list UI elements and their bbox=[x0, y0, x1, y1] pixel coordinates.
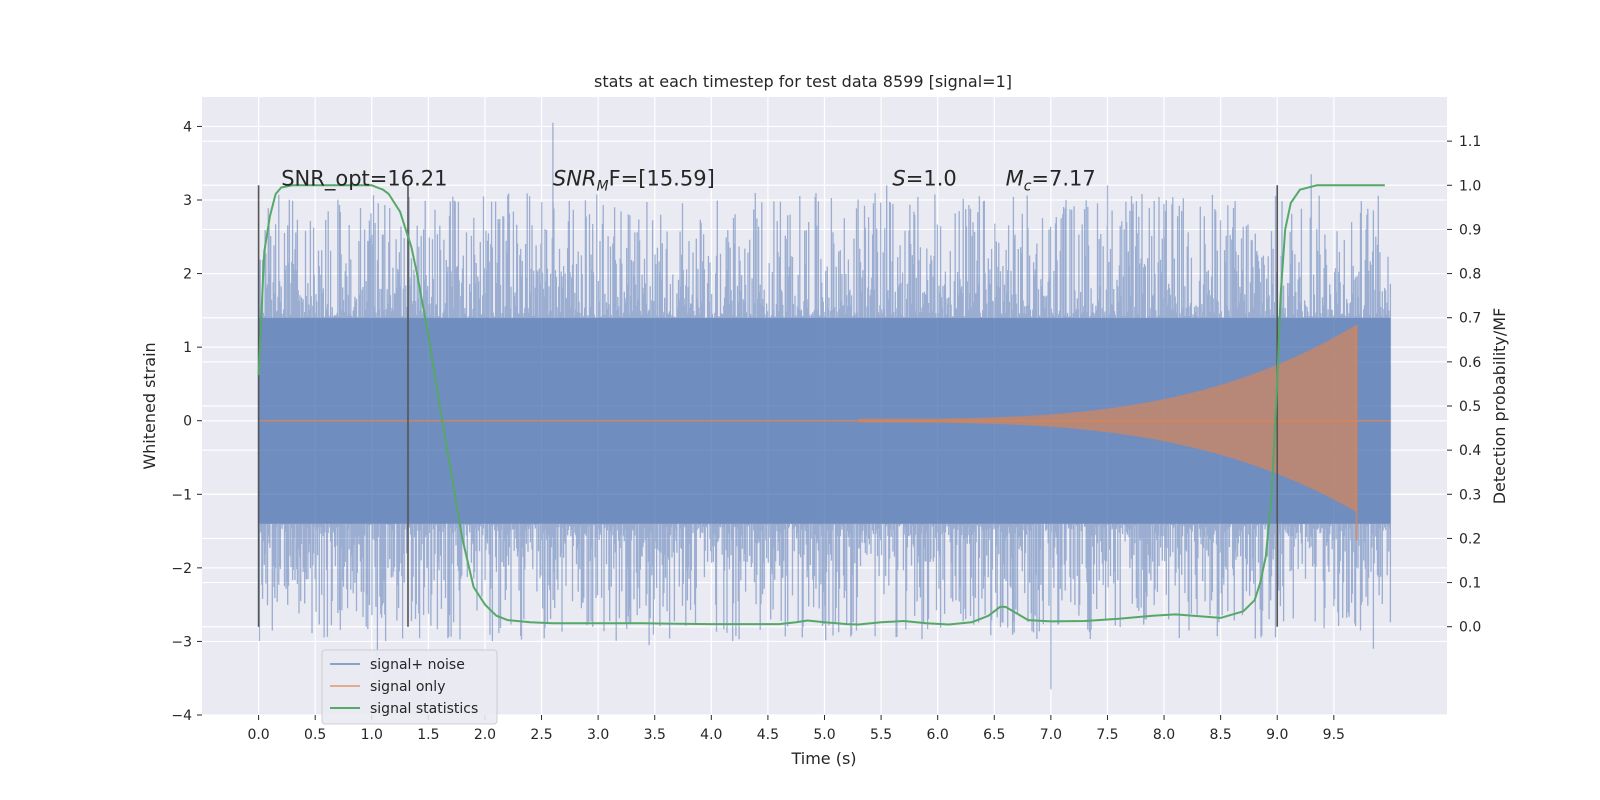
x-axis-label: Time (s) bbox=[790, 749, 856, 768]
series-signal-only bbox=[258, 324, 1391, 541]
y-tick-label: −1 bbox=[171, 487, 192, 503]
y2-tick-label: 0.6 bbox=[1459, 355, 1481, 371]
x-tick-label: 2.0 bbox=[474, 727, 496, 743]
y2-tick-label: 0.7 bbox=[1459, 311, 1481, 327]
y2-tick-label: 0.3 bbox=[1459, 487, 1481, 503]
x-tick-label: 5.0 bbox=[813, 727, 835, 743]
annotations: SNR_opt=16.21 SNRMF=[15.59] S=1.0 Mc=7.17 bbox=[281, 166, 1096, 194]
y-tick-label: 2 bbox=[183, 267, 192, 283]
legend: signal+ noise signal only signal statistic… bbox=[321, 649, 498, 725]
x-tick-label: 8.5 bbox=[1210, 727, 1232, 743]
x-tick-label: 4.0 bbox=[700, 727, 722, 743]
chart-title: stats at each timestep for test data 859… bbox=[594, 72, 1012, 91]
x-tick-label: 9.0 bbox=[1266, 727, 1288, 743]
series-signal-statistics bbox=[257, 184, 1385, 626]
x-tick-label: 0.0 bbox=[247, 727, 269, 743]
annotation: Mc=7.17 bbox=[1006, 166, 1096, 194]
x-tick-label: 7.0 bbox=[1040, 727, 1062, 743]
y2-tick-label: 1.1 bbox=[1459, 134, 1481, 150]
x-tick-label: 3.5 bbox=[644, 727, 666, 743]
x-tick-label: 4.5 bbox=[757, 727, 779, 743]
x-tick-label: 6.5 bbox=[983, 727, 1005, 743]
y-tick-label: −2 bbox=[171, 561, 192, 577]
annotation: S=1.0 bbox=[892, 166, 956, 190]
x-axis-ticks: 0.0 0.5 1.0 1.5 2.0 2.5 3.0 3.5 4.0 4.5 5.0 5.5 6.0 6… bbox=[247, 715, 1345, 743]
legend-label: signal statistics bbox=[370, 701, 478, 717]
y2-tick-label: 0.5 bbox=[1459, 399, 1481, 415]
x-tick-label: 3.0 bbox=[587, 727, 609, 743]
y-tick-label: 4 bbox=[183, 119, 192, 135]
y-tick-label: −4 bbox=[171, 708, 192, 724]
y2-tick-label: 0.4 bbox=[1459, 443, 1481, 459]
x-tick-label: 9.5 bbox=[1323, 727, 1345, 743]
legend-label: signal+ noise bbox=[370, 657, 465, 673]
y2-tick-label: 0.8 bbox=[1459, 267, 1481, 283]
x-tick-label: 6.0 bbox=[927, 727, 949, 743]
annotation: SNRMF=[15.59] bbox=[553, 166, 715, 194]
y-axis-ticks: −4 −3 −2 −1 0 1 2 3 4 bbox=[171, 119, 202, 724]
x-tick-label: 5.5 bbox=[870, 727, 892, 743]
x-tick-label: 0.5 bbox=[304, 727, 326, 743]
y2-tick-label: 1.0 bbox=[1459, 178, 1481, 194]
statistics-line bbox=[257, 184, 1385, 626]
legend-box bbox=[321, 649, 498, 725]
vertical-markers bbox=[257, 185, 1279, 627]
y2-tick-label: 0.9 bbox=[1459, 222, 1481, 238]
y2-tick-label: 0.1 bbox=[1459, 576, 1481, 592]
y-axis-label: Whitened strain bbox=[140, 342, 159, 469]
x-tick-label: 1.5 bbox=[417, 727, 439, 743]
legend-label: signal only bbox=[370, 679, 445, 695]
x-tick-label: 1.0 bbox=[361, 727, 383, 743]
y2-tick-label: 0.2 bbox=[1459, 531, 1481, 547]
y2-axis-ticks: 0.0 0.1 0.2 0.3 0.4 0.5 0.6 0.7 0.8 0.9 1.0 1.1 bbox=[1447, 134, 1481, 636]
y2-tick-label: 0.0 bbox=[1459, 620, 1481, 636]
x-tick-label: 7.5 bbox=[1096, 727, 1118, 743]
y-tick-label: 0 bbox=[183, 414, 192, 430]
x-tick-label: 2.5 bbox=[530, 727, 552, 743]
y-tick-label: 3 bbox=[183, 193, 192, 209]
x-tick-label: 8.0 bbox=[1153, 727, 1175, 743]
y-tick-label: 1 bbox=[183, 340, 192, 356]
y2-axis-label: Detection probability/MF bbox=[1490, 308, 1509, 505]
annotation: SNR_opt=16.21 bbox=[281, 166, 447, 191]
y-tick-label: −3 bbox=[171, 634, 192, 650]
